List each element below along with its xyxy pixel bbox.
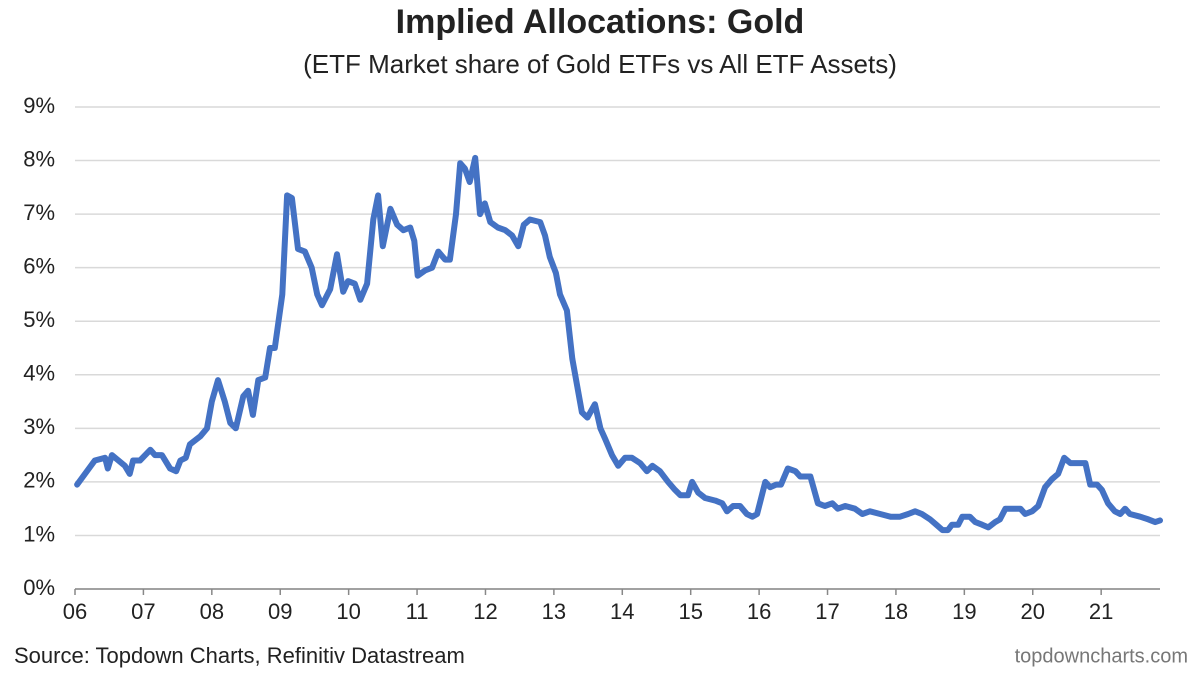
y-tick-label: 2% <box>23 468 55 493</box>
x-tick-label: 18 <box>884 599 908 624</box>
y-tick-label: 1% <box>23 521 55 546</box>
y-tick-label: 5% <box>23 307 55 332</box>
x-tick-label: 10 <box>336 599 360 624</box>
watermark: topdowncharts.com <box>1015 645 1188 667</box>
x-tick-label: 21 <box>1089 599 1113 624</box>
y-tick-label: 6% <box>23 253 55 278</box>
x-tick-label: 19 <box>952 599 976 624</box>
y-tick-label: 9% <box>23 93 55 118</box>
chart-subtitle: (ETF Market share of Gold ETFs vs All ET… <box>303 49 897 79</box>
x-tick-label: 15 <box>678 599 702 624</box>
x-tick-label: 11 <box>406 599 429 624</box>
x-tick-label: 07 <box>131 599 155 624</box>
x-tick-label: 17 <box>815 599 839 624</box>
x-tick-label: 20 <box>1021 599 1045 624</box>
x-tick-label: 09 <box>268 599 292 624</box>
chart-title: Implied Allocations: Gold <box>396 3 805 41</box>
x-tick-label: 13 <box>542 599 566 624</box>
x-tick-label: 06 <box>63 599 87 624</box>
y-tick-label: 4% <box>23 361 55 386</box>
source: Source: Topdown Charts, Refinitiv Datast… <box>14 643 465 668</box>
x-tick-label: 12 <box>473 599 497 624</box>
y-tick-label: 7% <box>23 200 55 225</box>
y-tick-label: 0% <box>23 575 55 600</box>
x-tick-label: 16 <box>747 599 771 624</box>
x-tick-label: 14 <box>610 599 634 624</box>
y-tick-label: 3% <box>23 414 55 439</box>
line-series <box>74 154 1163 534</box>
x-tick-label: 08 <box>200 599 224 624</box>
y-tick-label: 8% <box>23 146 55 171</box>
